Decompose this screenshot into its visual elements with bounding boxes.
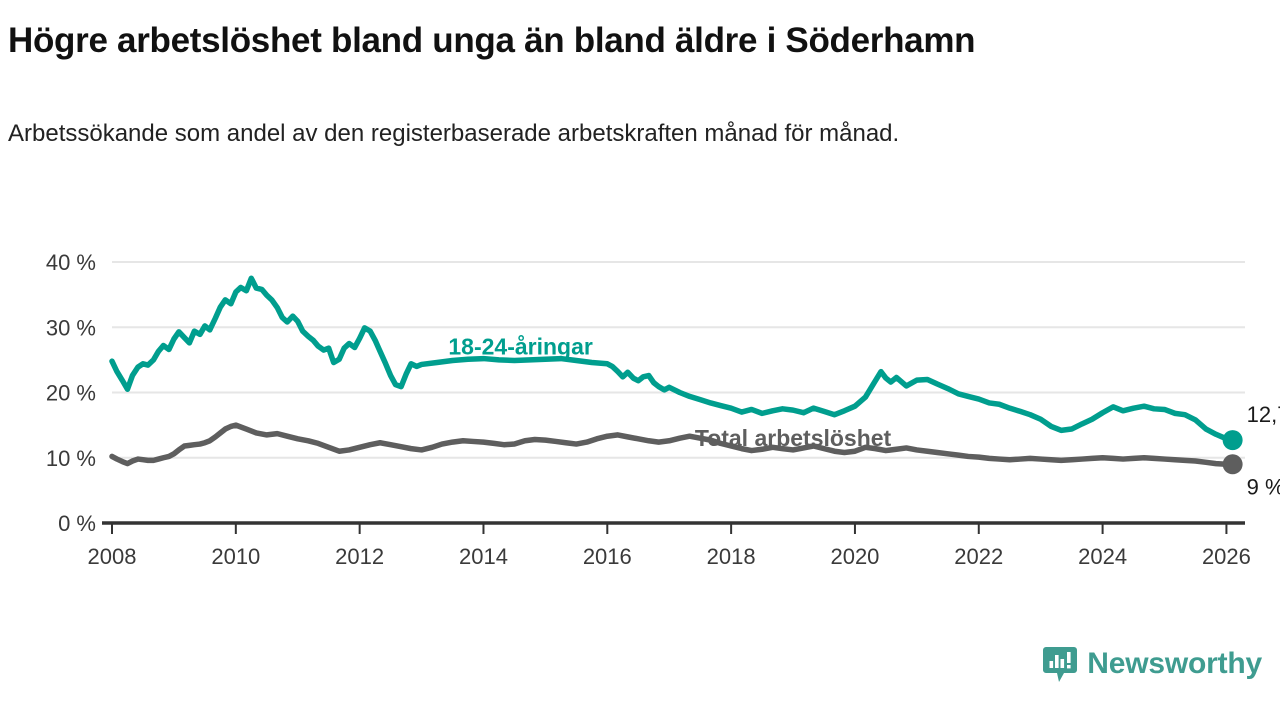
series-name-label-total: Total arbetslöshet (695, 425, 892, 451)
newsworthy-logo-text: Newsworthy (1087, 647, 1262, 680)
x-axis-tick-label: 2012 (335, 544, 384, 569)
x-axis-tick-label: 2008 (88, 544, 137, 569)
series-name-label-youth: 18-24-åringar (448, 334, 593, 360)
chart-svg: 0 % 10 % 20 % 30 % 40 % 2008 2010 2012 2014 2016 2… (46, 250, 1280, 569)
x-axis-tick-label: 2022 (954, 544, 1003, 569)
series-end-label-youth: 12,7 % (1247, 402, 1280, 427)
series-line-youth (109, 275, 1236, 443)
line-chart: 0 % 10 % 20 % 30 % 40 % 2008 2010 2012 2014 2016 2… (0, 230, 1280, 580)
newsworthy-logo-icon (1043, 645, 1078, 683)
newsworthy-logo[interactable]: Newsworthy (1043, 645, 1262, 683)
y-axis-tick-label: 0 % (58, 511, 96, 536)
y-axis-tick-label: 30 % (46, 315, 96, 340)
y-axis-tick-label: 20 % (46, 381, 96, 406)
series-end-label-total: 9 % (1247, 474, 1280, 499)
y-axis-tick-label: 40 % (46, 250, 96, 275)
page-title: Högre arbetslöshet bland unga än bland ä… (8, 21, 976, 60)
x-axis-tick-label: 2018 (707, 544, 756, 569)
page-subtitle: Arbetssökande som andel av den registerb… (8, 120, 900, 147)
x-axis-tick-label: 2020 (830, 544, 879, 569)
series-line-total (109, 422, 1236, 468)
x-axis-tick-label: 2016 (583, 544, 632, 569)
x-axis-tick-label: 2024 (1078, 544, 1127, 569)
series-end-dot-total (1222, 454, 1243, 475)
x-axis-tick-label: 2010 (211, 544, 260, 569)
y-axis-tick-label: 10 % (46, 446, 96, 471)
x-axis-tick-label: 2014 (459, 544, 508, 569)
series-end-dot-youth (1222, 430, 1243, 451)
x-axis-tick-label: 2026 (1202, 544, 1251, 569)
